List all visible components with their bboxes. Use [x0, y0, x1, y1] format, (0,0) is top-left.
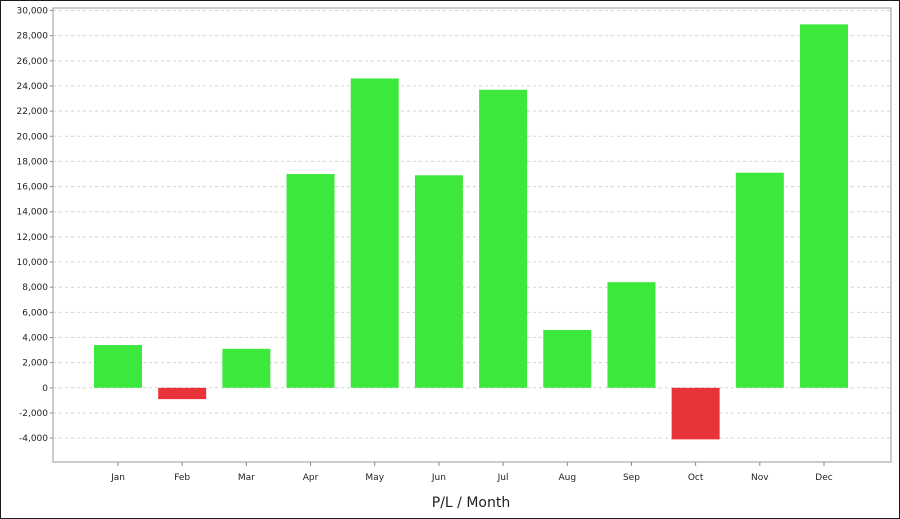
x-tick-label: Aug	[558, 473, 576, 483]
x-tick-label: Jun	[431, 473, 446, 483]
y-tick-label: 30,000	[17, 7, 49, 17]
x-tick-label: Jul	[497, 473, 509, 483]
y-tick-label: 0	[42, 384, 48, 394]
x-tick-label: Feb	[174, 473, 190, 483]
y-tick-label: 14,000	[17, 208, 49, 218]
y-tick-label: 10,000	[17, 258, 49, 268]
x-tick-label: Sep	[623, 473, 640, 483]
bar-feb	[158, 387, 207, 400]
bar-aug	[543, 329, 592, 388]
bar-jun	[414, 175, 463, 388]
y-tick-label: 6,000	[22, 308, 48, 318]
bar-series	[94, 24, 848, 440]
y-tick-label: 28,000	[17, 32, 49, 42]
y-axis: -4,000 -2,000 0 2,000 4,000 6,000 8,000 10,000 1…	[17, 7, 53, 444]
y-tick-label: 8,000	[22, 283, 48, 293]
bar-dec	[800, 24, 848, 388]
y-tick-label: -4,000	[19, 434, 48, 444]
y-tick-label: 12,000	[17, 233, 49, 243]
y-tick-label: -2,000	[19, 409, 48, 419]
y-tick-label: 16,000	[17, 183, 49, 193]
y-tick-label: 26,000	[17, 57, 49, 67]
y-tick-label: 24,000	[17, 82, 49, 92]
bar-apr	[286, 174, 335, 388]
x-tick-label: May	[365, 473, 384, 483]
y-tick-label: 22,000	[17, 107, 49, 117]
bar-may	[350, 78, 399, 388]
bar-nov	[735, 172, 784, 388]
x-axis-title: P/L / Month	[432, 495, 510, 511]
bar-mar	[222, 348, 271, 388]
x-tick-label: Dec	[815, 473, 832, 483]
x-tick-label: Apr	[303, 473, 319, 483]
bar-oct	[671, 387, 720, 440]
x-tick-label: Mar	[238, 473, 255, 483]
x-axis: Jan Feb Mar Apr May Jun Jul Aug Sep Oct Nov Dec	[110, 462, 833, 483]
y-tick-label: 4,000	[22, 333, 48, 343]
bar-jan	[94, 345, 142, 388]
x-tick-label: Jan	[110, 473, 125, 483]
bar-jul	[479, 89, 528, 388]
y-tick-label: 2,000	[22, 359, 48, 369]
bar-sep	[607, 282, 656, 388]
y-tick-label: 20,000	[17, 132, 49, 142]
x-tick-label: Oct	[688, 473, 704, 483]
x-tick-label: Nov	[751, 473, 769, 483]
y-tick-label: 18,000	[17, 157, 49, 167]
